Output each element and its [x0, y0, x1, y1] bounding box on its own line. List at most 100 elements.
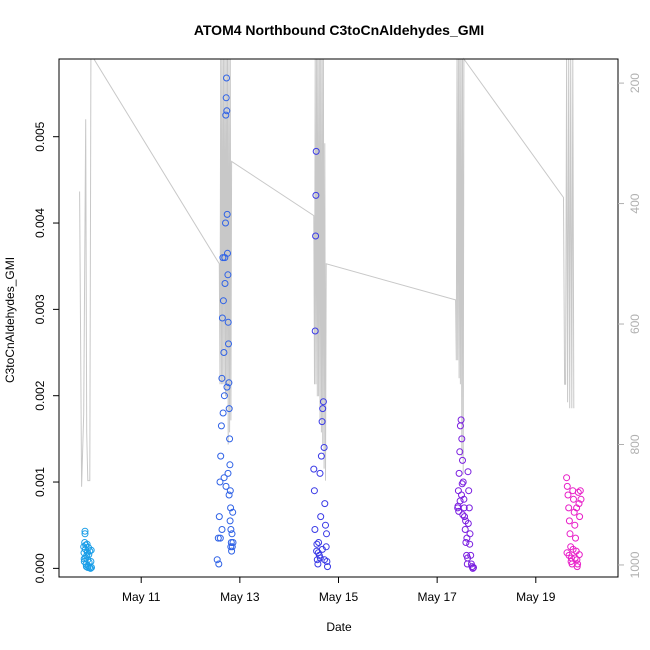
y2-tick-label: 1000 — [628, 551, 642, 578]
data-point — [464, 554, 472, 562]
y-axis-label: C3toCnAldehydes_GMI — [3, 257, 17, 383]
data-point — [227, 504, 235, 512]
y-tick-label: 0.003 — [33, 294, 47, 324]
data-point — [461, 526, 469, 533]
data-point — [315, 539, 323, 546]
data-point — [564, 491, 572, 499]
data-point — [456, 448, 464, 456]
data-point — [469, 564, 477, 572]
data-point — [219, 297, 227, 305]
y2-tick-label: 800 — [628, 434, 642, 454]
data-point — [312, 232, 320, 240]
data-point — [458, 491, 465, 499]
data-point — [470, 564, 477, 571]
y2-axis: 200 400 600 800 1000 — [618, 73, 642, 578]
data-point — [213, 556, 221, 564]
y-tick-label: 0.005 — [33, 121, 47, 151]
data-point — [81, 527, 89, 535]
data-point — [320, 444, 328, 451]
data-point — [565, 551, 573, 559]
chart-title: ATOM4 Northbound C3toCnAldehydes_GMI — [194, 22, 484, 38]
x-axis: May 11 May 13 May 15 May 17 May 19 — [122, 577, 556, 604]
data-point — [565, 504, 573, 512]
data-point — [570, 495, 577, 503]
data-point — [313, 540, 321, 548]
data-point — [321, 556, 328, 564]
data-point — [455, 507, 463, 515]
y2-tick-label: 400 — [628, 193, 642, 213]
data-point — [218, 374, 226, 382]
data-point — [311, 327, 319, 335]
data-point — [87, 546, 95, 554]
data-point — [223, 210, 231, 218]
data-point — [455, 469, 463, 477]
data-point — [458, 480, 466, 488]
data-point — [319, 405, 327, 413]
data-point — [310, 465, 318, 473]
data-point — [217, 422, 225, 430]
data-point — [458, 435, 466, 443]
data-points-layer — [80, 74, 585, 572]
data-point — [223, 74, 230, 82]
data-point — [80, 555, 88, 563]
data-point — [84, 564, 92, 571]
data-point — [464, 468, 472, 476]
data-point — [466, 540, 474, 548]
data-point — [216, 478, 224, 486]
data-point — [574, 488, 582, 496]
data-point — [220, 392, 228, 400]
data-point — [462, 539, 470, 546]
data-point — [311, 526, 319, 533]
data-point — [314, 560, 322, 568]
data-point — [219, 254, 227, 262]
data-point — [317, 452, 325, 460]
data-point — [223, 383, 231, 391]
data-point — [310, 487, 318, 495]
x-tick-label: May 17 — [417, 590, 457, 604]
data-point — [576, 513, 584, 521]
data-point — [229, 508, 237, 516]
data-point — [466, 530, 474, 538]
data-point — [225, 405, 233, 413]
y2-tick-label: 600 — [628, 314, 642, 334]
y-tick-label: 0.004 — [33, 208, 47, 238]
data-point — [228, 547, 236, 555]
data-point — [222, 111, 230, 119]
x-axis-label: Date — [326, 620, 352, 634]
x-tick-label: May 13 — [220, 590, 260, 604]
data-point — [217, 452, 225, 460]
y-tick-label: 0.001 — [33, 467, 47, 497]
data-point — [228, 530, 236, 538]
data-point — [316, 469, 324, 477]
data-point — [312, 191, 320, 199]
data-point — [324, 563, 331, 571]
data-point — [226, 487, 234, 495]
data-point — [223, 107, 231, 115]
data-point — [312, 147, 320, 155]
data-point — [214, 534, 222, 542]
data-point — [454, 487, 462, 495]
data-point — [563, 482, 571, 490]
data-point — [216, 534, 224, 542]
data-point — [88, 564, 95, 571]
data-point — [575, 551, 583, 559]
data-point — [316, 554, 324, 562]
data-point — [224, 469, 232, 477]
data-point — [221, 280, 229, 287]
data-point — [456, 422, 464, 430]
x-tick-label: May 11 — [122, 590, 161, 604]
data-point — [222, 482, 230, 490]
data-point — [459, 511, 467, 519]
data-point — [226, 517, 234, 525]
data-point — [461, 513, 468, 521]
data-point — [86, 547, 94, 555]
data-point — [227, 526, 235, 533]
data-point — [227, 543, 235, 551]
data-point — [82, 541, 90, 549]
data-point — [323, 530, 330, 538]
y-tick-label: 0.000 — [33, 553, 47, 583]
data-point — [215, 560, 223, 568]
x-tick-label: May 15 — [319, 590, 359, 604]
data-point — [215, 513, 223, 521]
